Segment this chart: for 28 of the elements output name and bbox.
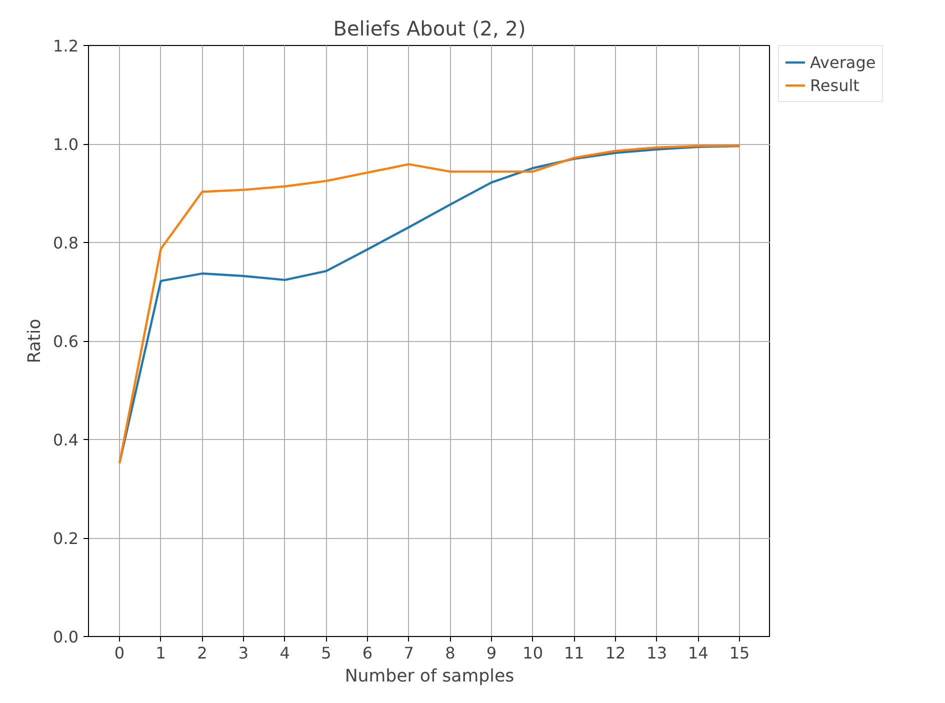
y-tick-label: 1.0 xyxy=(53,135,79,154)
y-tick-label: 0.8 xyxy=(53,234,79,252)
x-tick-label: 1 xyxy=(156,644,166,662)
y-tick-label: 0.6 xyxy=(53,332,79,351)
x-tick-label: 11 xyxy=(564,644,584,662)
x-axis-title: Number of samples xyxy=(344,666,514,686)
x-tick-label: 0 xyxy=(114,644,125,662)
x-tick-label: 7 xyxy=(404,644,414,662)
x-tick-label: 9 xyxy=(486,644,497,662)
legend-label: Result xyxy=(810,76,860,94)
legend-label: Average xyxy=(810,52,876,72)
x-tick-label: 2 xyxy=(197,644,208,662)
x-tick-label: 12 xyxy=(605,644,626,662)
x-tick-label: 3 xyxy=(238,644,249,662)
x-tick-label: 10 xyxy=(522,644,544,662)
x-tick-label: 15 xyxy=(729,644,750,662)
y-tick-label: 0.0 xyxy=(53,628,79,646)
y-axis-title: Ratio xyxy=(25,318,46,364)
y-tick-label: 0.4 xyxy=(53,430,79,450)
x-tick-label: 6 xyxy=(362,644,373,662)
x-tick-label: 13 xyxy=(646,644,668,662)
y-tick-label: 0.2 xyxy=(53,529,79,548)
x-tick-label: 5 xyxy=(321,644,332,662)
y-tick-label: 1.2 xyxy=(53,36,79,56)
x-tick-label: 14 xyxy=(688,644,708,662)
x-tick-label: 8 xyxy=(445,644,456,662)
chart-title: Beliefs About (2, 2) xyxy=(333,16,526,40)
x-tick-label: 4 xyxy=(280,644,290,662)
